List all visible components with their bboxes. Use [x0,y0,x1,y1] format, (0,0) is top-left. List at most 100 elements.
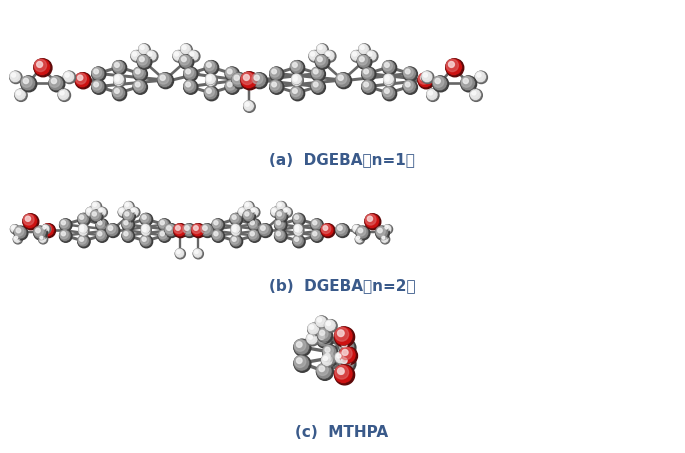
Circle shape [122,230,134,242]
Circle shape [158,219,170,231]
Circle shape [272,209,275,212]
Circle shape [98,231,102,236]
Circle shape [238,207,247,217]
Circle shape [205,61,219,75]
Circle shape [123,210,134,222]
Circle shape [406,69,410,74]
Circle shape [275,210,288,222]
Circle shape [290,86,303,100]
Circle shape [461,77,472,87]
Circle shape [362,67,372,77]
Circle shape [335,366,349,379]
Text: (c)  MTHPA: (c) MTHPA [295,425,388,440]
Circle shape [319,334,325,339]
Circle shape [42,226,46,229]
Circle shape [200,223,213,236]
Circle shape [21,76,36,91]
Circle shape [295,340,306,351]
Circle shape [12,73,16,77]
Circle shape [338,368,349,380]
Circle shape [261,226,265,230]
Circle shape [134,81,143,90]
Circle shape [339,340,351,351]
Circle shape [475,71,488,83]
Circle shape [351,51,362,62]
Circle shape [292,213,305,226]
Circle shape [41,223,54,236]
Circle shape [91,67,105,80]
Circle shape [316,55,325,65]
Circle shape [14,235,20,241]
Circle shape [230,214,239,222]
Circle shape [426,89,438,101]
Circle shape [321,354,333,366]
Circle shape [382,61,397,75]
Circle shape [16,228,21,233]
Circle shape [244,201,253,211]
Circle shape [292,235,304,247]
Circle shape [141,226,151,236]
Circle shape [133,80,147,93]
Circle shape [106,224,116,233]
Circle shape [184,81,194,90]
Circle shape [270,81,279,90]
Circle shape [320,330,325,335]
Circle shape [311,219,323,231]
Circle shape [133,67,147,80]
Circle shape [51,78,57,83]
Circle shape [136,82,140,87]
Circle shape [206,74,214,82]
Circle shape [384,75,395,87]
Circle shape [183,224,197,237]
Circle shape [212,219,223,231]
Circle shape [34,58,51,76]
Circle shape [276,231,280,236]
Circle shape [10,71,22,83]
Circle shape [166,226,171,230]
Circle shape [335,223,348,236]
Circle shape [322,345,337,359]
Circle shape [96,230,105,239]
Circle shape [271,207,278,214]
Circle shape [470,89,479,98]
Circle shape [475,72,484,80]
Circle shape [79,224,88,233]
Circle shape [311,219,320,228]
Circle shape [243,210,256,222]
Circle shape [295,226,299,229]
Circle shape [334,327,353,346]
Circle shape [315,54,329,68]
Circle shape [353,226,357,229]
Circle shape [184,67,194,77]
Circle shape [358,55,372,69]
Circle shape [122,219,134,231]
Circle shape [359,44,366,52]
Circle shape [98,221,102,225]
Circle shape [275,219,283,228]
Circle shape [201,224,214,237]
Circle shape [205,87,219,101]
Circle shape [292,213,304,225]
Circle shape [206,73,216,85]
Circle shape [201,224,210,233]
Circle shape [319,46,322,49]
Circle shape [112,60,125,74]
Circle shape [141,227,151,237]
Circle shape [14,236,18,239]
Circle shape [214,221,218,225]
Circle shape [294,227,301,234]
Circle shape [358,55,367,65]
Circle shape [140,214,149,222]
Circle shape [105,223,119,236]
Circle shape [212,230,225,242]
Circle shape [321,224,335,237]
Circle shape [92,81,101,90]
Circle shape [225,67,235,77]
Circle shape [310,230,323,241]
Circle shape [384,74,392,82]
Circle shape [86,207,95,217]
Circle shape [360,57,364,62]
Circle shape [308,323,319,335]
Circle shape [311,80,325,94]
Circle shape [34,226,43,236]
